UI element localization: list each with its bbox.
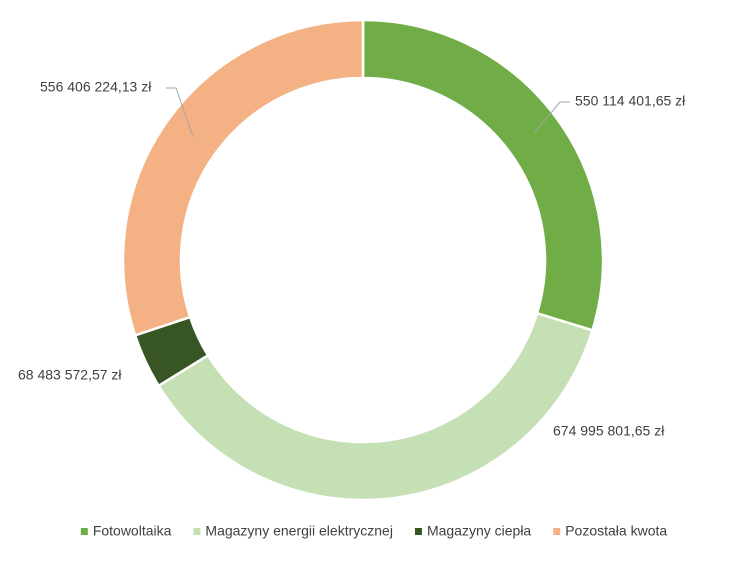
donut-segment [361, 18, 605, 332]
legend-label: Pozostała kwota [565, 523, 667, 539]
legend-swatch [80, 528, 88, 535]
legend-label: Magazyny energii elektrycznej [205, 523, 393, 539]
legend-label: Magazyny ciepła [427, 523, 531, 539]
donut-segment [121, 18, 365, 337]
leader-line [534, 101, 570, 133]
donut-segment [156, 311, 595, 502]
legend-swatch [193, 528, 201, 535]
legend-swatch [553, 528, 561, 535]
legend-swatch [414, 528, 422, 535]
data-label: 556 406 224,13 zł [40, 79, 152, 95]
data-label: 68 483 572,57 zł [18, 367, 122, 383]
leader-line [166, 87, 194, 138]
legend-label: Fotowoltaika [93, 523, 172, 539]
data-label: 674 995 801,65 zł [553, 423, 665, 439]
data-label: 550 114 401,65 zł [575, 93, 686, 109]
